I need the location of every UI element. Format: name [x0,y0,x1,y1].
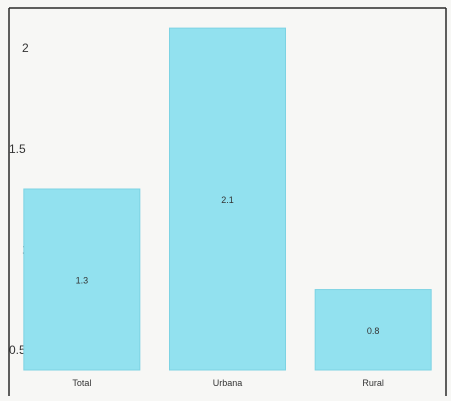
bar-urbana [169,27,286,371]
data-label-total: 1.3 [76,276,89,286]
bar-total [23,188,141,371]
bar-rural [314,289,432,371]
y-tick-label: 1.5 [9,142,26,156]
bars: 1.3 2.1 0.8 [23,27,432,371]
x-tick-label-urbana: Urbana [213,378,243,388]
x-tick-label-rural: Rural [362,378,384,388]
y-tick-label: 2 [22,41,29,55]
data-label-urbana: 2.1 [221,195,234,205]
x-axis-labels: Total Urbana Rural [72,378,384,388]
y-tick-label: 0.5 [9,343,26,357]
x-tick-label-total: Total [72,378,91,388]
data-label-rural: 0.8 [367,326,380,336]
